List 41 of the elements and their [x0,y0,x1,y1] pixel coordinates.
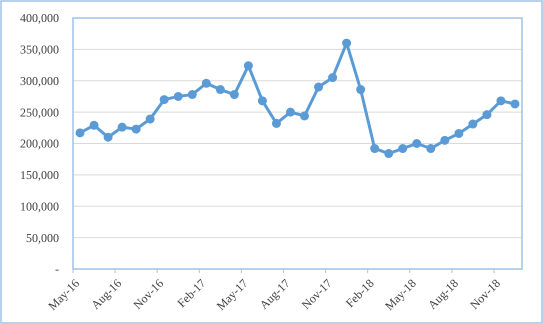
point [384,149,394,158]
point [300,111,310,120]
point [132,124,141,134]
y-tick-label: 150,000 [20,168,59,182]
y-tick-label: 400,000 [20,11,59,26]
point [356,85,366,94]
y-tick-label: 200,000 [20,136,59,151]
point [258,96,267,106]
point [412,139,422,148]
point [174,92,183,101]
point [398,144,408,154]
point [454,128,464,138]
y-tick-label: - [55,262,59,276]
point [314,82,324,92]
y-tick-label: 50,000 [26,230,59,245]
point [76,128,85,138]
point [216,85,225,94]
point [426,144,436,154]
point [90,120,99,130]
y-tick-label: 300,000 [20,74,59,88]
y-tick-label: 350,000 [20,42,59,57]
y-tick-label: 250,000 [20,105,59,120]
point [202,78,211,88]
point [342,38,352,48]
point [440,136,450,145]
point [146,114,155,124]
point [468,120,478,129]
point [328,73,338,82]
point [510,99,520,108]
point [188,90,197,100]
point [496,96,506,106]
point [370,144,380,154]
point [272,118,281,128]
point [286,108,295,117]
point [230,90,239,100]
y-tick-label: 100,000 [20,199,59,214]
point [118,122,127,132]
point [104,132,113,142]
point [482,110,492,120]
point [244,61,253,70]
point [160,95,169,104]
